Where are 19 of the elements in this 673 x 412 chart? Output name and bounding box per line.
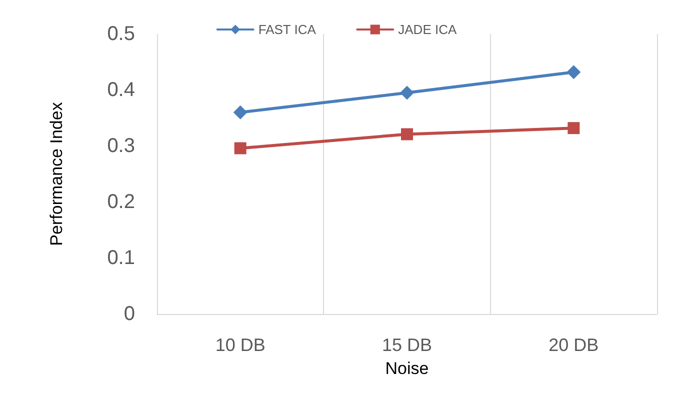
y-axis-title: Performance Index [47,102,66,246]
point [234,142,246,154]
x-tick-label: 10 DB [215,335,266,355]
x-tick-label: 15 DB [382,335,432,355]
legend-label: JADE ICA [398,22,457,37]
point [233,105,248,120]
point [401,128,413,140]
point [568,122,580,134]
y-tick-label: 0 [124,303,135,325]
point [566,65,581,80]
y-tick-label: 0.1 [107,247,135,269]
x-tick-label: 20 DB [548,335,599,355]
x-axis-title: Noise [385,359,429,378]
y-tick-label: 0.5 [107,23,135,45]
point [400,86,414,100]
legend-label: FAST ICA [258,22,316,37]
y-tick-label: 0.4 [107,79,135,101]
y-tick-label: 0.2 [107,191,135,213]
y-tick-label: 0.3 [107,135,135,157]
